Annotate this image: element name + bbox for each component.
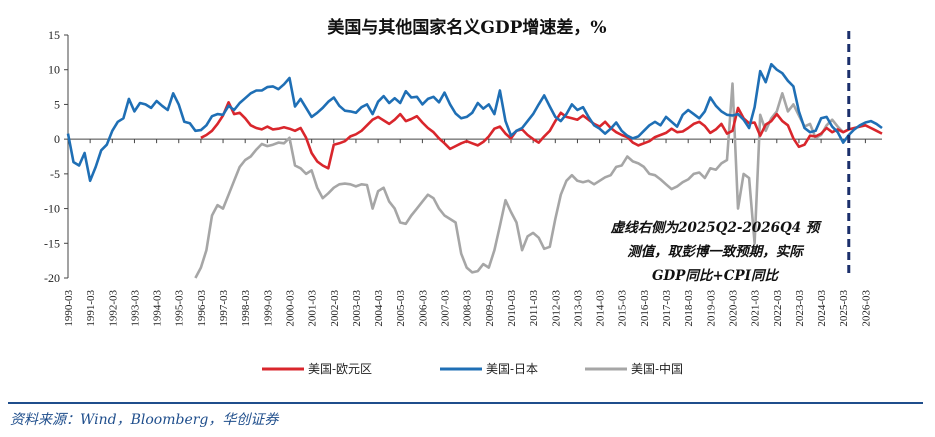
x-tick-label: 2025-03 (838, 290, 850, 327)
annotation-line-1: 虚线右侧为2025Q2-2026Q4 预 (610, 220, 822, 236)
x-tick-label: 2023-03 (794, 290, 806, 327)
x-tick-label: 1990-03 (63, 290, 75, 327)
x-tick-label: 1996-03 (196, 290, 208, 327)
series-line-2 (194, 82, 845, 279)
forecast-annotation: 虚线右侧为2025Q2-2026Q4 预 测值，取彭博一致预期，实际 GDP同比… (610, 220, 822, 284)
x-tick-label: 2005-03 (395, 290, 407, 327)
x-tick-label: 2001-03 (307, 290, 319, 327)
y-tick-label: -10 (44, 202, 60, 216)
y-tick-label: 10 (48, 63, 60, 77)
y-axis: 15 10 5 0 -5 -10 -15 -20 (44, 28, 69, 285)
x-tick-label: 2008-03 (462, 290, 474, 327)
source-divider (8, 402, 923, 404)
x-tick-label: 2010-03 (506, 290, 518, 327)
series-lines (66, 62, 883, 279)
y-tick-label: 15 (48, 28, 60, 42)
x-tick-label: 2020-03 (727, 290, 739, 327)
legend-label: 美国-中国 (631, 361, 683, 376)
x-tick-label: 2002-03 (329, 290, 341, 327)
y-tick-label: 0 (54, 132, 60, 146)
x-tick-label: 2026-03 (860, 290, 872, 327)
gdp-growth-gap-chart: 美国与其他国家名义GDP增速差，% 15 10 5 0 -5 -10 -15 -20 1990… (44, 17, 883, 376)
x-tick-label: 2000-03 (284, 290, 296, 327)
source-note: 资料来源：Wind，Bloomberg，华创证券 (10, 412, 279, 428)
x-tick-label: 2014-03 (595, 290, 607, 327)
x-tick-label: 2018-03 (683, 290, 695, 327)
x-tick-label: 2012-03 (550, 290, 562, 327)
x-tick-label: 2013-03 (572, 290, 584, 327)
legend: 美国-欧元区 美国-日本 美国-中国 (262, 361, 683, 376)
x-tick-label: 1997-03 (218, 290, 230, 327)
x-tick-label: 2011-03 (528, 290, 540, 327)
y-tick-label: -5 (50, 167, 60, 181)
x-tick-label: 2019-03 (705, 290, 717, 327)
x-tick-label: 1999-03 (262, 290, 274, 327)
x-tick-label: 1995-03 (174, 290, 186, 327)
legend-label: 美国-日本 (486, 362, 538, 376)
y-tick-label: -15 (44, 236, 60, 250)
x-tick-label: 2006-03 (417, 290, 429, 327)
x-tick-label: 2004-03 (373, 290, 385, 327)
y-tick-label: 5 (54, 97, 60, 111)
series-line-0 (200, 101, 883, 170)
series-line-1 (66, 62, 883, 183)
annotation-line-3: GDP同比+CPI同比 (652, 268, 779, 284)
x-tick-label: 2022-03 (772, 290, 784, 327)
y-tick-label: -20 (44, 271, 60, 285)
x-tick-label: 2017-03 (661, 290, 673, 327)
x-tick-label: 2009-03 (484, 290, 496, 327)
x-tick-label: 1992-03 (107, 290, 119, 327)
x-tick-label: 2021-03 (750, 290, 762, 327)
x-tick-label: 2016-03 (639, 290, 651, 327)
x-tick-label: 1994-03 (152, 290, 164, 327)
x-tick-label: 1998-03 (240, 290, 252, 327)
legend-label: 美国-欧元区 (308, 362, 372, 376)
x-tick-label: 2024-03 (816, 290, 828, 327)
chart-title: 美国与其他国家名义GDP增速差，% (327, 17, 606, 38)
x-tick-label: 2003-03 (351, 290, 363, 327)
x-axis: 1990-03 1991-03 1992-03 1993-03 1994-03 1995-… (63, 138, 882, 327)
annotation-line-2: 测值，取彭博一致预期，实际 (627, 244, 805, 260)
x-tick-label: 2015-03 (617, 290, 629, 327)
x-tick-label: 1993-03 (129, 290, 141, 327)
x-tick-label: 1991-03 (85, 290, 97, 327)
x-tick-label: 2007-03 (440, 290, 452, 327)
